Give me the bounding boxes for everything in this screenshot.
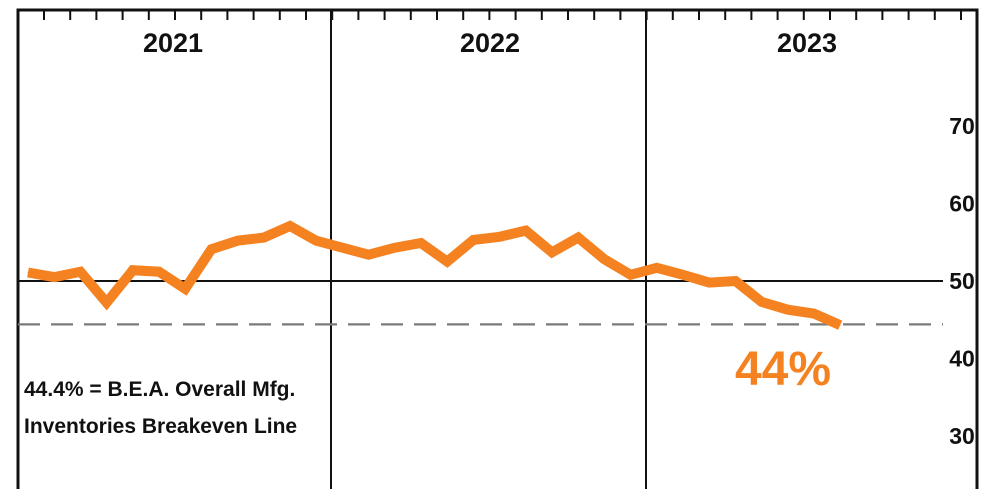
data-point: [708, 282, 710, 284]
data-point: [53, 276, 55, 278]
data-point: [263, 237, 265, 239]
year-label-2022: 2022: [460, 28, 520, 58]
data-point: [734, 280, 736, 282]
data-point: [158, 271, 160, 273]
data-point: [682, 274, 684, 276]
data-point: [577, 237, 579, 239]
data-point: [341, 247, 343, 249]
data-point: [551, 251, 553, 253]
label-layer: 2021 2022 2023 70 60 50 40 30 44% 44.4% = B.E.A. …: [24, 28, 975, 449]
top-tick-marks: [43, 10, 962, 20]
y-tick-label: 50: [949, 268, 975, 294]
y-tick-label: 60: [949, 191, 975, 217]
data-point: [394, 247, 396, 249]
data-point: [210, 248, 212, 250]
data-point: [27, 271, 29, 273]
data-point: [237, 240, 239, 242]
reference-lines: [18, 280, 943, 326]
data-point: [132, 269, 134, 271]
data-point: [184, 288, 186, 290]
series-line-0: [27, 220, 843, 330]
data-point: [499, 236, 501, 238]
data-point: [472, 239, 474, 241]
callout-44-percent: 44%: [735, 343, 831, 396]
data-point: [420, 242, 422, 244]
breakeven-note-line-1: Inventories Breakeven Line: [24, 415, 297, 438]
breakeven-note-line-0: 44.4% = B.E.A. Overall Mfg.: [24, 378, 295, 401]
data-point: [79, 271, 81, 273]
data-point: [603, 258, 605, 260]
series-layer: [27, 220, 843, 330]
data-point: [656, 267, 658, 269]
data-point: [813, 313, 815, 315]
data-point: [368, 254, 370, 256]
data-point: [525, 230, 527, 232]
data-point: [289, 225, 291, 227]
data-point: [446, 261, 448, 263]
year-label-2023: 2023: [777, 28, 837, 58]
year-label-2021: 2021: [143, 28, 203, 58]
data-point: [839, 324, 841, 326]
y-tick-label: 40: [949, 346, 975, 372]
data-point: [787, 309, 789, 311]
y-tick-label: 70: [949, 113, 975, 139]
data-point: [315, 240, 317, 242]
data-point: [630, 274, 632, 276]
y-tick-label: 30: [949, 423, 975, 449]
data-point: [106, 302, 108, 304]
plot-border: [16, 8, 979, 489]
data-point: [761, 301, 763, 303]
